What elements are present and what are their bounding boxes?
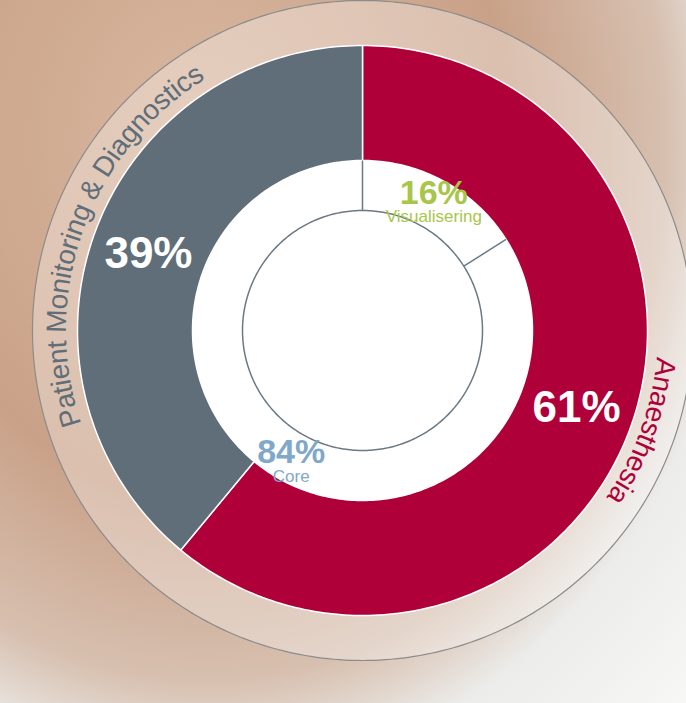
svg-text:84%: 84% — [257, 432, 325, 470]
svg-text:Visualisering: Visualisering — [386, 207, 482, 226]
svg-text:Patient Monitoring & Diagnosti: Patient Monitoring & Diagnostics — [41, 58, 209, 431]
svg-text:16%: 16% — [400, 173, 468, 211]
svg-text:Core: Core — [273, 467, 310, 486]
svg-text:61%: 61% — [533, 382, 621, 431]
svg-text:Anaesthesia: Anaesthesia — [601, 356, 682, 511]
svg-text:39%: 39% — [104, 228, 192, 277]
